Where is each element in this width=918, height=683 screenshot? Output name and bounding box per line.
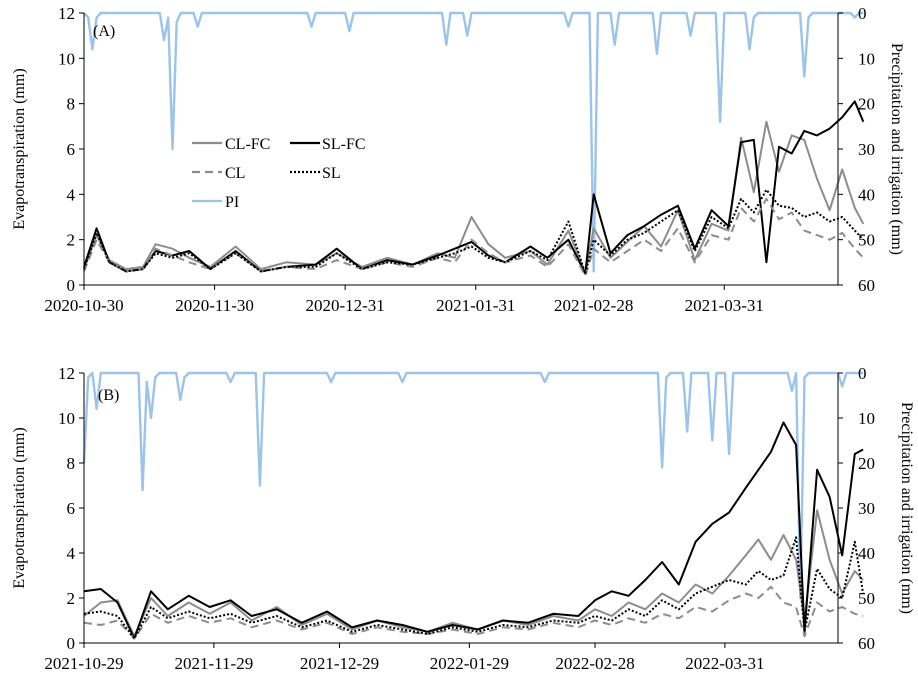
panel-a-y-tick-label: 2 <box>67 231 76 250</box>
legend-item-pi: PI <box>192 194 239 211</box>
panel-b-y2-tick-label: 20 <box>858 454 875 473</box>
panel-a-series-pi <box>83 11 864 273</box>
panel-b-series <box>82 371 865 640</box>
panel-a-series-sl <box>83 188 865 275</box>
panel-a-y2-tick-label: 50 <box>858 231 875 250</box>
panel-a-x-tick-label: 2021-03-31 <box>685 296 764 315</box>
panel-b-x-tick-label: 2022-01-29 <box>430 654 509 673</box>
panel-a-ticks: 0 2 4 6 8 10 12 0 10 20 30 40 50 60 2020-10-30 2020-11-… <box>44 4 875 315</box>
panel-b-y-tick-label: 2 <box>67 589 76 608</box>
panel-a: 0 2 4 6 8 10 12 0 10 20 30 40 50 60 2020-10-30 2020-11-… <box>11 4 905 315</box>
panel-b-series-sl <box>83 536 865 640</box>
panel-b-y2-axis-title: Precipitation and irrigation (mm) <box>898 402 915 614</box>
panel-b-x-tick-label: 2021-10-29 <box>44 654 123 673</box>
legend-item-sl: SL <box>290 165 341 182</box>
panel-b-y2-tick-label: 0 <box>858 364 867 383</box>
legend-label-cl-fc: CL-FC <box>225 136 270 153</box>
panel-a-series-cl-fc <box>83 120 865 275</box>
panel-b-y-axis-title: Evapotranspiration (mm) <box>11 427 28 588</box>
panel-b: 0 2 4 6 8 10 12 0 10 20 30 40 50 60 2021-10-29 2021-11-… <box>11 364 915 673</box>
legend-label-pi: PI <box>225 194 239 211</box>
panel-a-series-cl <box>83 197 865 277</box>
panel-b-ticks: 0 2 4 6 8 10 12 0 10 20 30 40 50 60 2021-10-29 2021-11-… <box>44 364 875 673</box>
panel-a-x-tick-label: 2021-01-31 <box>436 296 515 315</box>
panel-a-y2-tick-label: 0 <box>858 4 867 23</box>
panel-a-y2-tick-label: 20 <box>858 95 875 114</box>
panel-a-x-tick-label: 2021-02-28 <box>554 296 633 315</box>
panel-b-x-tick-label: 2022-03-31 <box>685 654 764 673</box>
panel-a-label: (A) <box>93 23 115 40</box>
panel-a-y2-tick-label: 40 <box>858 185 875 204</box>
panel-a-series <box>83 11 865 277</box>
panel-a-y-tick-label: 4 <box>67 185 76 204</box>
legend-item-sl-fc: SL-FC <box>290 136 366 153</box>
legend-label-sl: SL <box>322 165 341 182</box>
panel-a-y-axis-title: Evapotranspiration (mm) <box>11 68 28 229</box>
panel-a-y-tick-label: 12 <box>58 4 75 23</box>
legend-label-sl-fc: SL-FC <box>322 136 366 153</box>
legend: CL-FC SL-FC CL SL PI <box>186 128 388 216</box>
panel-b-y2-tick-label: 10 <box>858 409 875 428</box>
panel-b-y-tick-label: 8 <box>67 454 76 473</box>
panel-a-y2-tick-label: 30 <box>858 140 875 159</box>
panel-b-y-tick-label: 4 <box>67 544 76 563</box>
panel-b-y2-tick-label: 40 <box>858 544 875 563</box>
panel-a-y-tick-label: 0 <box>67 276 76 295</box>
panel-a-x-tick-label: 2020-10-30 <box>44 296 123 315</box>
panel-b-y2-tick-label: 60 <box>858 634 875 653</box>
panel-b-series-cl <box>83 585 864 640</box>
panel-b-y2-tick-label: 30 <box>858 499 875 518</box>
panel-a-y2-tick-label: 60 <box>858 276 875 295</box>
panel-b-series-pi <box>82 371 864 600</box>
panel-b-x-tick-label: 2021-12-29 <box>300 654 379 673</box>
panel-b-x-tick-label: 2022-02-28 <box>555 654 634 673</box>
panel-b-y-tick-label: 10 <box>58 409 75 428</box>
panel-b-x-tick-label: 2021-11-29 <box>175 654 254 673</box>
panel-b-series-sl-fc <box>83 421 864 640</box>
legend-item-cl-fc: CL-FC <box>192 136 270 153</box>
panel-b-y-tick-label: 0 <box>67 634 76 653</box>
legend-label-cl: CL <box>225 165 245 182</box>
legend-item-cl: CL <box>192 165 245 182</box>
panel-a-y2-tick-label: 10 <box>858 49 875 68</box>
panel-a-y-tick-label: 6 <box>67 140 76 159</box>
panel-b-y-tick-label: 12 <box>58 364 75 383</box>
panel-a-y2-axis-title: Precipitation and irrigation (mm) <box>888 43 905 255</box>
panel-a-x-tick-label: 2020-12-31 <box>305 296 384 315</box>
panel-a-y-tick-label: 8 <box>67 95 76 114</box>
panel-b-series-cl-fc <box>83 509 864 638</box>
panel-b-y2-tick-label: 50 <box>858 589 875 608</box>
panel-b-label: (B) <box>98 387 119 404</box>
panel-a-x-tick-label: 2020-11-30 <box>175 296 254 315</box>
panel-a-series-sl-fc <box>83 100 865 275</box>
panel-b-y-tick-label: 6 <box>67 499 76 518</box>
panel-a-y-tick-label: 10 <box>58 49 75 68</box>
